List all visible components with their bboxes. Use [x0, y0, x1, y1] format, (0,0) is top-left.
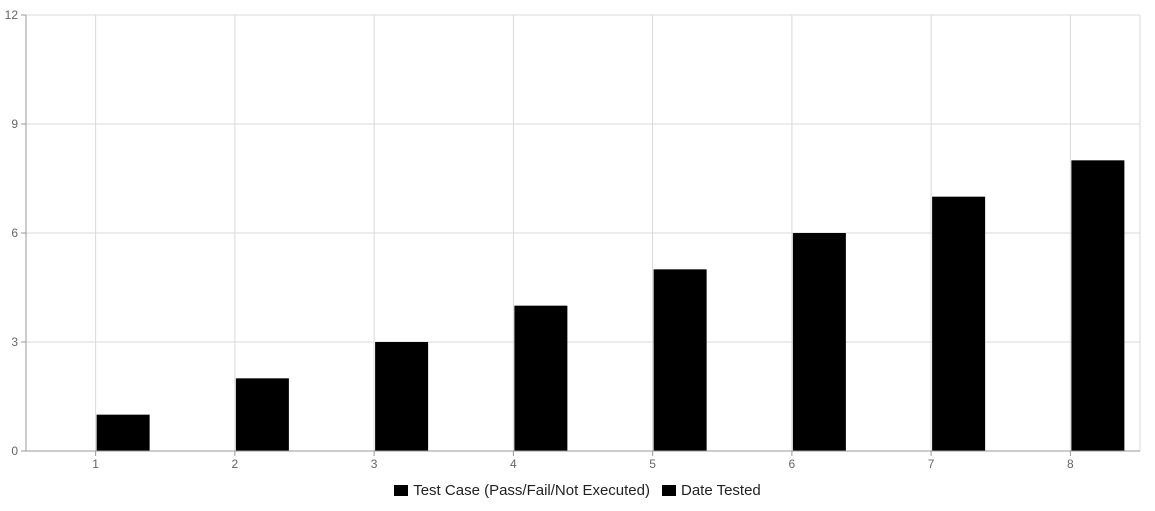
chart-legend: Test Case (Pass/Fail/Not Executed) Date … [0, 482, 1155, 499]
legend-item-series-1[interactable]: Test Case (Pass/Fail/Not Executed) [394, 482, 650, 499]
x-tick-label: 3 [371, 457, 378, 471]
legend-label-series-2: Date Tested [680, 482, 761, 499]
legend-label-series-1: Test Case (Pass/Fail/Not Executed) [413, 482, 650, 499]
legend-swatch-series-2 [661, 485, 676, 496]
bar-series-2-5[interactable] [653, 269, 707, 451]
bar-series-2-8[interactable] [1071, 160, 1125, 452]
y-tick-label: 0 [11, 444, 18, 458]
bar-series-2-1[interactable] [96, 414, 150, 451]
bar-series-2-6[interactable] [792, 233, 846, 451]
x-tick-label: 6 [789, 457, 796, 471]
x-tick-label: 5 [649, 457, 656, 471]
bar-series-2-7[interactable] [932, 196, 986, 451]
bar-series-2-3[interactable] [375, 342, 429, 451]
x-tick-label: 4 [510, 457, 517, 471]
legend-item-series-2[interactable]: Date Tested [661, 482, 761, 499]
x-tick-label: 8 [1067, 457, 1074, 471]
y-tick-label: 3 [11, 335, 18, 349]
bar-series-2-4[interactable] [514, 305, 568, 451]
y-tick-label: 9 [11, 117, 18, 131]
bar-series-2-2[interactable] [235, 378, 289, 451]
x-tick-label: 2 [232, 457, 239, 471]
x-tick-label: 1 [92, 457, 99, 471]
legend-swatch-series-1 [394, 485, 409, 496]
y-tick-label: 12 [5, 8, 19, 22]
y-tick-label: 6 [11, 226, 18, 240]
x-tick-label: 7 [928, 457, 935, 471]
